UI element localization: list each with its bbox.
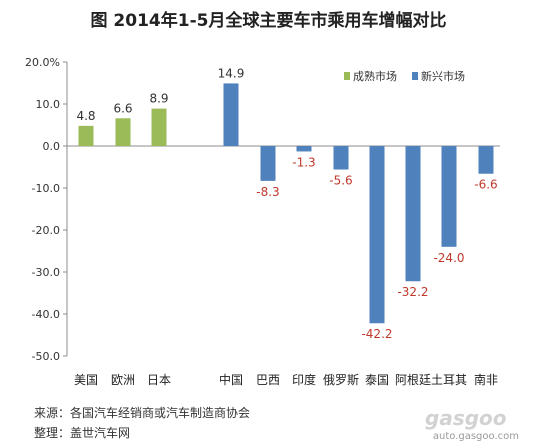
category-label: 泰国 xyxy=(365,373,389,387)
category-label: 印度 xyxy=(292,372,316,387)
category-labels: 美国 欧洲 日本 中国 巴西 印度 俄罗斯 泰国 阿根廷 土耳其 南非 xyxy=(74,372,498,387)
bar xyxy=(115,118,131,146)
data-label: -8.3 xyxy=(256,185,279,199)
category-label: 土耳其 xyxy=(431,373,467,387)
source-note: 来源：各国汽车经销商或汽车制造商协会 xyxy=(34,406,251,420)
data-label: 8.9 xyxy=(149,92,168,106)
category-label: 俄罗斯 xyxy=(323,373,359,387)
data-label: -32.2 xyxy=(397,285,428,299)
category-label: 欧洲 xyxy=(111,373,135,387)
legend-swatch xyxy=(412,72,418,80)
y-tick-label: 10.0 xyxy=(36,98,61,111)
data-labels: 4.8 6.6 8.9 14.9 -8.3 -1.3 -5.6 -42.2 -32.2 -24.0… xyxy=(76,66,497,341)
y-axis xyxy=(63,61,500,357)
bar xyxy=(369,146,385,324)
watermark-url: auto.gasgoo.com xyxy=(432,431,519,442)
y-tick-label: -40.0 xyxy=(32,308,60,321)
y-tick-label: 20.0% xyxy=(25,56,60,69)
y-tick-label: 0.0 xyxy=(43,140,61,153)
category-label: 美国 xyxy=(74,373,98,387)
chart-title: 图 2014年1-5月全球主要车市乘用车增幅对比 xyxy=(90,11,447,31)
y-tick-label: -10.0 xyxy=(32,182,60,195)
legend-label: 成熟市场 xyxy=(353,69,397,83)
gasgoo-logo: gasgoo xyxy=(425,406,507,430)
bar xyxy=(296,146,312,152)
bars xyxy=(78,83,494,324)
y-tick-label: -30.0 xyxy=(32,266,60,279)
bar xyxy=(333,146,349,170)
bar xyxy=(441,146,457,247)
data-label: 4.8 xyxy=(76,109,95,123)
data-label: -6.6 xyxy=(474,178,497,192)
data-label: 6.6 xyxy=(113,101,132,115)
compiled-note: 整理：盖世汽车网 xyxy=(34,426,131,440)
data-label: 14.9 xyxy=(218,66,245,80)
y-tick-label: -50.0 xyxy=(32,350,60,363)
data-label: -1.3 xyxy=(292,155,315,169)
category-label: 巴西 xyxy=(256,373,280,387)
y-tick-label: -20.0 xyxy=(32,224,60,237)
bar xyxy=(78,125,94,146)
bar xyxy=(260,146,276,181)
category-label: 南非 xyxy=(474,372,498,387)
bar xyxy=(223,83,239,146)
bar xyxy=(405,146,421,282)
svg-text:gasgoo: gasgoo xyxy=(425,406,507,430)
data-label: -24.0 xyxy=(433,251,464,265)
data-label: -5.6 xyxy=(329,174,352,188)
legend-swatch xyxy=(344,72,350,80)
bar xyxy=(151,108,167,146)
y-tick-labels: 20.0% 10.0 0.0 -10.0 -20.0 -30.0 -40.0 -50.0 xyxy=(25,56,60,363)
category-label: 日本 xyxy=(147,373,171,387)
legend-label: 新兴市场 xyxy=(421,69,465,83)
data-label: -42.2 xyxy=(361,327,392,341)
legend: 成熟市场 新兴市场 xyxy=(344,69,465,83)
bar xyxy=(478,146,494,174)
category-label: 中国 xyxy=(219,372,243,387)
category-label: 阿根廷 xyxy=(395,373,431,387)
